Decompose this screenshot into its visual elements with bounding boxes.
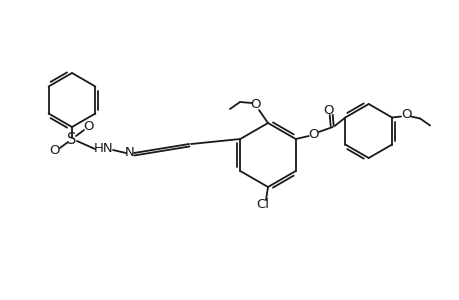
Text: O: O (50, 145, 60, 158)
Text: O: O (400, 108, 410, 121)
Text: Cl: Cl (256, 199, 269, 212)
Text: O: O (308, 128, 318, 140)
Text: HN: HN (94, 142, 113, 155)
Text: O: O (84, 121, 94, 134)
Text: O: O (250, 98, 261, 112)
Text: N: N (125, 146, 134, 160)
Text: O: O (323, 103, 333, 116)
Text: S: S (67, 131, 77, 146)
